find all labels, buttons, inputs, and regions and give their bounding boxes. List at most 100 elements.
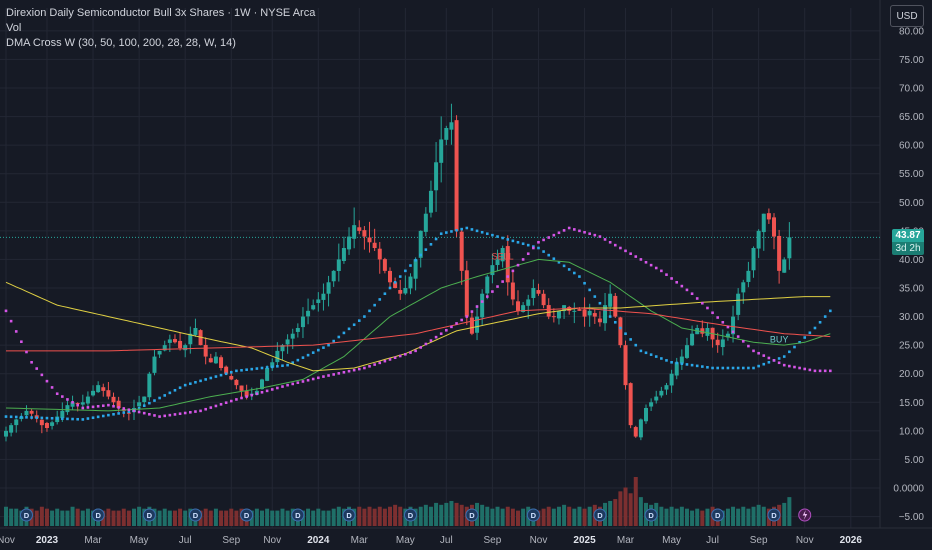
ma-dot xyxy=(639,258,643,261)
volume-bar xyxy=(306,508,311,526)
ma-dot xyxy=(711,366,714,370)
moving-average-MA-dots xyxy=(4,226,832,418)
ma-dot xyxy=(777,357,781,360)
ma-dot xyxy=(91,405,95,409)
lightning-icon xyxy=(802,510,808,520)
ma-dot xyxy=(86,417,90,420)
volume-bar xyxy=(132,508,136,526)
candle-body xyxy=(39,419,44,426)
ma-dot xyxy=(66,398,69,401)
candle-body xyxy=(403,288,408,294)
ma-dot xyxy=(567,226,571,230)
ma-dot xyxy=(741,366,745,370)
ma-dot xyxy=(9,319,13,323)
candle-body xyxy=(428,190,433,213)
chart-legend: Direxion Daily Semiconductor Bull 3x Sha… xyxy=(6,6,315,51)
indicator-label[interactable]: DMA Cross W (30, 50, 100, 200, 28, 28, W… xyxy=(6,37,236,49)
candle-body xyxy=(24,410,29,416)
candle-body xyxy=(659,390,664,396)
ma-dot xyxy=(388,286,392,290)
volume-bar xyxy=(516,510,520,526)
volume-bar xyxy=(106,508,111,526)
volume-bar xyxy=(55,508,60,526)
candle-body xyxy=(787,237,792,259)
candle-body xyxy=(85,396,90,404)
ma-dot xyxy=(250,393,254,397)
ma-dot xyxy=(588,288,591,292)
ma-dot xyxy=(588,232,591,236)
volume-bar xyxy=(234,510,239,526)
volume-bar xyxy=(260,510,264,526)
candle-body xyxy=(362,230,367,237)
candle-body xyxy=(372,242,377,248)
candle-body xyxy=(551,316,556,318)
x-tick-label: Nov xyxy=(530,535,548,546)
ma-dot xyxy=(793,365,796,369)
currency-button[interactable]: USD xyxy=(890,5,924,27)
ma-dot xyxy=(670,277,673,280)
volume-bar xyxy=(510,508,515,526)
candle-body xyxy=(690,333,695,346)
x-tick-label: Jul xyxy=(706,535,719,546)
ma-dot xyxy=(296,358,300,362)
candle-body xyxy=(700,328,705,334)
candle-body xyxy=(193,328,198,335)
volume-bar xyxy=(265,508,270,526)
ma-dot xyxy=(619,326,622,330)
volume-bar xyxy=(254,508,259,526)
ma-dot xyxy=(665,359,668,362)
ma-dot xyxy=(178,412,182,416)
volume-bar xyxy=(377,506,382,526)
ma-dot xyxy=(537,240,540,244)
candle-body xyxy=(300,316,305,328)
ma-dot xyxy=(552,233,556,237)
candle-body xyxy=(475,316,480,333)
candle-body xyxy=(157,350,162,355)
candle-body xyxy=(761,213,766,233)
ma-dot xyxy=(76,403,79,407)
volume-bar xyxy=(393,504,398,526)
ma-dot xyxy=(511,269,515,273)
volume-bar xyxy=(116,510,121,526)
volume-bar xyxy=(454,502,459,526)
candle-body xyxy=(674,362,679,376)
volume-bar xyxy=(388,506,392,526)
ma-dot xyxy=(608,315,612,318)
ma-dot xyxy=(173,388,177,392)
ma-dot xyxy=(265,389,269,393)
candle-body xyxy=(777,235,782,271)
candle-body xyxy=(541,293,546,306)
candle-body xyxy=(270,362,275,368)
ma-dot xyxy=(357,319,361,322)
y-tick-label: 80.00 xyxy=(899,26,924,37)
y-tick-label: 55.00 xyxy=(899,169,924,180)
candle-body xyxy=(116,400,121,408)
candle-body xyxy=(577,309,582,311)
ma-dot xyxy=(455,228,458,232)
candle-body xyxy=(669,373,674,386)
ma-dot xyxy=(777,361,781,365)
candle-body xyxy=(224,366,229,374)
symbol-title[interactable]: Direxion Daily Semiconductor Bull 3x Sha… xyxy=(6,7,316,19)
ma-dot xyxy=(204,407,207,411)
candle-body xyxy=(265,368,270,381)
ma-dot xyxy=(706,365,709,369)
candle-body xyxy=(521,305,526,313)
ma-dot xyxy=(96,415,100,419)
volume-label[interactable]: Vol xyxy=(6,22,22,34)
volume-bar xyxy=(444,502,449,526)
ma-dot xyxy=(445,328,448,332)
ma-dot xyxy=(573,228,576,231)
ma-dot xyxy=(281,364,284,368)
candle-body xyxy=(480,293,485,318)
ma-dot xyxy=(516,240,520,244)
ma-dot xyxy=(429,339,433,342)
x-tick-label: 2023 xyxy=(36,535,59,546)
dividend-marker-glyph: D xyxy=(597,511,603,520)
y-tick-label: 75.00 xyxy=(899,55,924,66)
ma-dot xyxy=(649,263,653,267)
candle-body xyxy=(321,293,326,300)
ma-dot xyxy=(542,250,545,253)
dividend-marker-icon xyxy=(19,508,33,522)
